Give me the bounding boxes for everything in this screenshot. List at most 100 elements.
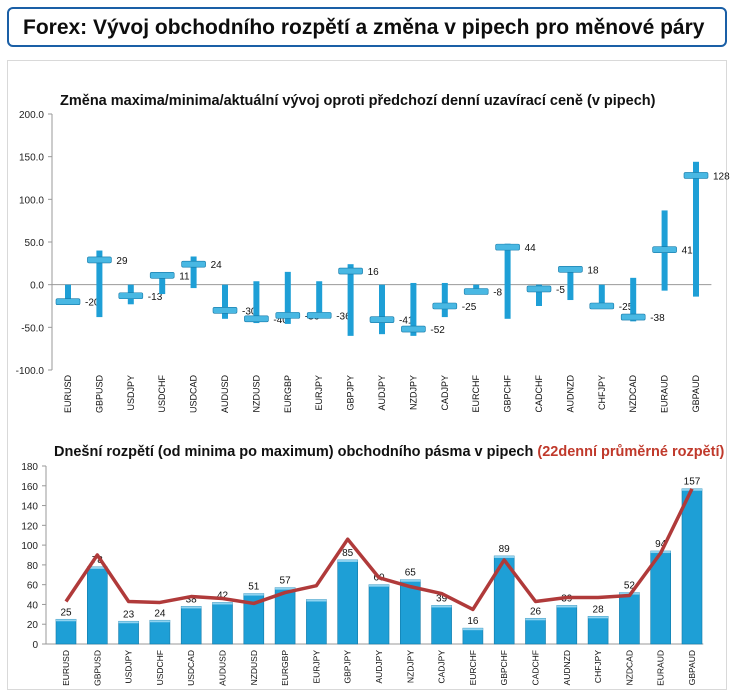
value-label: -25 [619,302,634,313]
x-tick-label: NZDCAD [624,650,634,685]
y-tick-label: 180 [21,462,38,473]
x-tick-label: NZDUSD [249,650,259,685]
x-tick-label: EURAUD [656,650,666,686]
chart2-title: Dnešní rozpětí (od minima po maximum) ob… [54,444,725,460]
x-tick-label: AUDNZD [565,375,575,413]
range-bar [253,281,260,324]
x-tick-label: EURGBP [280,650,290,686]
value-label: 24 [154,608,166,619]
bar-highlight [400,579,421,582]
value-label: 44 [525,243,537,254]
x-tick-label: USDCHF [155,650,165,685]
range-bar [462,627,484,645]
current-marker [118,292,144,300]
current-marker [401,325,426,333]
range-bar [190,256,197,289]
value-label: -40 [273,315,288,326]
bar-highlight [181,606,202,609]
value-label: 42 [217,590,229,601]
y-tick-label: 100 [21,541,38,552]
value-label: 94 [655,539,667,550]
x-tick-label: CADCHF [531,650,541,685]
value-label: 85 [342,548,354,559]
x-tick-label: CADCHF [534,374,544,412]
y-tick-label: 80 [27,561,39,572]
current-marker [683,172,709,179]
x-tick-label: NZDJPY [405,650,415,683]
current-marker [589,302,615,310]
value-label: 23 [123,609,135,620]
range-bar [243,593,265,645]
bar-highlight [494,555,515,558]
value-label: -5 [556,285,565,296]
y-tick-label: 150.0 [19,153,44,164]
value-label: -41 [399,316,414,327]
x-tick-label: USDJPY [124,650,134,684]
range-bar [587,616,609,645]
bar-highlight [149,620,170,623]
value-label: 28 [593,604,605,615]
value-label: 51 [248,582,260,593]
range-bar [368,584,390,645]
value-label: 29 [116,256,128,267]
bar-highlight [275,587,296,590]
value-label: 65 [405,568,417,579]
current-marker [369,316,395,323]
x-tick-label: EURUSD [63,375,73,414]
range-bar [159,272,166,295]
range-bar [619,592,640,645]
bar-highlight [556,605,577,608]
bar-highlight [212,602,233,605]
y-tick-label: 0.0 [30,281,44,292]
x-tick-label: GBPCHF [503,375,513,413]
current-marker [432,302,458,310]
range-bar [118,620,139,645]
bar-highlight [87,566,108,569]
range-bar [598,284,605,306]
current-marker [87,256,112,264]
page-header: Forex: Vývoj obchodního rozpětí a změna … [7,7,727,47]
value-label: -13 [148,292,163,303]
x-tick-label: USDCHF [157,374,167,412]
current-marker [306,312,332,319]
value-label: -20 [85,298,100,309]
range-bar [681,488,703,645]
x-tick-label: EURGBP [283,375,293,413]
value-label: 78 [92,555,104,566]
y-tick-label: -100.0 [16,366,45,377]
y-tick-label: 100.0 [19,195,44,206]
range-bar [337,559,359,645]
value-label: -8 [493,287,502,298]
value-label: 16 [467,616,479,627]
current-marker [338,267,363,275]
value-label: 39 [436,593,448,604]
y-tick-label: 40 [27,600,39,611]
current-marker [275,312,301,319]
value-label: 38 [186,594,198,605]
chart2-title-highlight: (22denní průměrné rozpětí) [537,444,725,460]
y-tick-label: 140 [21,502,38,513]
bar-highlight [525,618,546,621]
x-tick-label: CHFJPY [597,375,607,410]
y-tick-label: 60 [27,581,39,592]
value-label: 41 [682,246,694,257]
charts-frame [7,60,727,690]
current-marker [558,266,583,273]
range-bar [212,602,233,645]
value-label: 128 [713,171,730,182]
bar-highlight [369,584,389,587]
range-bar [693,161,699,297]
bar-highlight [431,605,452,608]
y-tick-label: 200.0 [19,110,44,121]
x-tick-label: EURUSD [61,650,71,686]
y-tick-label: 0 [32,640,38,651]
value-label: 11 [179,271,190,282]
bar-highlight [56,619,76,622]
range-bar [149,619,171,645]
bar-highlight [118,621,139,624]
value-label: 52 [624,581,636,592]
range-bar [87,566,108,645]
x-tick-label: EURJPY [314,375,324,411]
range-bar [379,284,385,335]
x-tick-label: CADJPY [440,375,450,411]
